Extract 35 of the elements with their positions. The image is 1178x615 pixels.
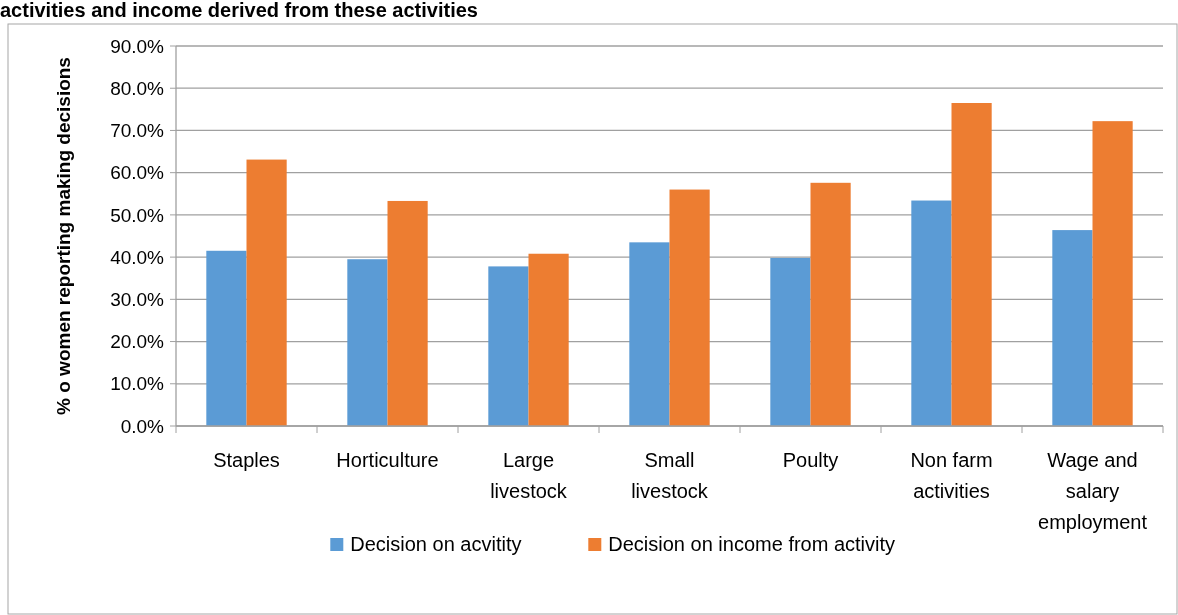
y-tick-label: 50.0% xyxy=(110,204,165,226)
y-axis-title: % o women reporting making decisions xyxy=(53,57,74,415)
y-tick-label: 20.0% xyxy=(110,331,165,353)
x-tick-label: Wage and salary employment xyxy=(1038,449,1148,533)
legend-label: Decision on income from activity xyxy=(608,533,896,555)
chart-title: activities and income derived from these activities xyxy=(0,0,478,21)
bar xyxy=(347,259,388,426)
y-tick-label: 40.0% xyxy=(110,246,165,268)
x-tick-label: Large livestock xyxy=(490,449,568,502)
bar xyxy=(810,182,851,426)
y-tick-label: 90.0% xyxy=(110,35,165,57)
x-tick-label: Non farm activities xyxy=(910,449,993,502)
bar xyxy=(488,266,529,426)
x-tick-label: Horticulture xyxy=(336,449,439,471)
x-tick-label: Poulty xyxy=(782,449,839,471)
y-tick-label: 80.0% xyxy=(110,77,165,99)
bar xyxy=(629,242,670,426)
bar xyxy=(770,257,811,426)
bar xyxy=(246,159,287,426)
y-tick-label: 60.0% xyxy=(110,162,165,184)
legend-label: Decision on acvitity xyxy=(350,533,522,555)
x-tick-label: Staples xyxy=(213,449,280,471)
y-tick-label: 10.0% xyxy=(110,373,165,395)
y-tick-label: 30.0% xyxy=(110,288,165,310)
y-tick-label: 0.0% xyxy=(120,415,165,437)
bar xyxy=(951,103,992,426)
bar xyxy=(1092,121,1133,426)
bar xyxy=(528,253,569,426)
bar xyxy=(669,189,710,426)
bar xyxy=(911,200,952,426)
bar xyxy=(1052,230,1093,426)
bar xyxy=(387,200,428,426)
y-tick-label: 70.0% xyxy=(110,120,165,142)
x-tick-label: Small livestock xyxy=(631,449,709,502)
bar xyxy=(206,250,247,426)
